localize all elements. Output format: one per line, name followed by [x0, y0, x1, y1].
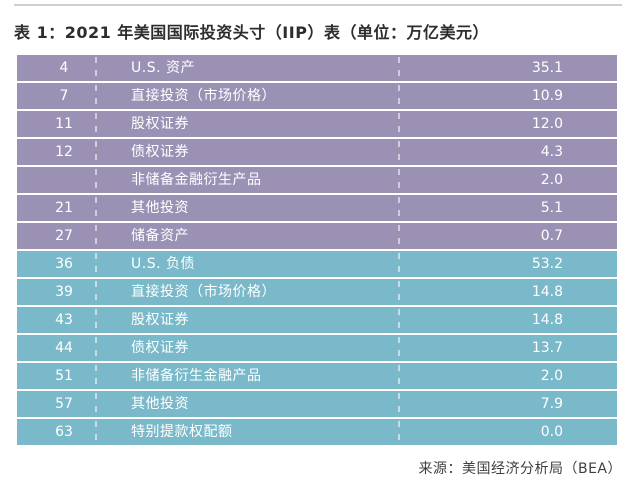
table-row: 12 债权证券 4.3 — [17, 139, 617, 165]
iip-table: 4 U.S. 资产 35.1 7 直接投资（市场价格） 10.9 11 股权证券… — [17, 55, 617, 445]
row-line-number: 7 — [59, 88, 69, 104]
table-row: 21 其他投资 5.1 — [17, 195, 617, 221]
row-value: 10.9 — [398, 83, 617, 109]
table-row: 63 特别提款权配额 0.0 — [17, 419, 617, 445]
row-item-label: U.S. 负债 — [95, 251, 398, 277]
row-line-number: 51 — [55, 368, 73, 384]
row-item-label: 储备资产 — [95, 223, 398, 249]
row-value: 14.8 — [398, 279, 617, 305]
row-line-number: 43 — [55, 312, 73, 328]
table-title: 表 1：2021 年美国国际投资头寸（IIP）表（单位：万亿美元） — [14, 23, 489, 42]
row-line-number — [17, 167, 95, 193]
row-item-label: 股权证券 — [95, 307, 398, 333]
table-row: 43 股权证券 14.8 — [17, 307, 617, 333]
row-line-number: 39 — [55, 284, 73, 300]
table-row: 7 直接投资（市场价格） 10.9 — [17, 83, 617, 109]
source-note: 来源：美国经济分析局（BEA） — [418, 461, 622, 477]
row-line-number: 21 — [55, 200, 73, 216]
row-line-number: 57 — [55, 396, 73, 412]
row-value: 12.0 — [398, 111, 617, 137]
table-row: 51 非储备衍生金融产品 2.0 — [17, 363, 617, 389]
row-line-number: 36 — [55, 256, 73, 272]
table-row: 39 直接投资（市场价格） 14.8 — [17, 279, 617, 305]
row-value: 4.3 — [398, 139, 617, 165]
row-value: 7.9 — [398, 391, 617, 417]
row-value: 14.8 — [398, 307, 617, 333]
row-value: 53.2 — [398, 251, 617, 277]
row-value: 0.7 — [398, 223, 617, 249]
row-item-label: 债权证券 — [95, 335, 398, 361]
table-row: 27 储备资产 0.7 — [17, 223, 617, 249]
row-value: 0.0 — [398, 419, 617, 445]
table-row: 57 其他投资 7.9 — [17, 391, 617, 417]
row-item-label: 股权证券 — [95, 111, 398, 137]
row-item-label: U.S. 资产 — [95, 55, 398, 81]
table-row: 44 债权证券 13.7 — [17, 335, 617, 361]
row-value: 2.0 — [398, 167, 617, 193]
row-item-label: 债权证券 — [95, 139, 398, 165]
row-line-number: 11 — [55, 116, 73, 132]
row-value: 2.0 — [398, 363, 617, 389]
row-item-label: 其他投资 — [95, 391, 398, 417]
row-item-label: 非储备金融衍生产品 — [95, 167, 398, 193]
row-item-label: 直接投资（市场价格） — [95, 83, 398, 109]
row-line-number: 44 — [55, 340, 73, 356]
row-value: 13.7 — [398, 335, 617, 361]
row-item-label: 直接投资（市场价格） — [95, 279, 398, 305]
table-row: 4 U.S. 资产 35.1 — [17, 55, 617, 81]
table-row: 36 U.S. 负债 53.2 — [17, 251, 617, 277]
row-item-label: 特别提款权配额 — [95, 419, 398, 445]
row-line-number: 12 — [55, 144, 73, 160]
table-row: 非储备金融衍生产品 2.0 — [17, 167, 617, 193]
row-item-label: 非储备衍生金融产品 — [95, 363, 398, 389]
row-line-number: 27 — [55, 228, 73, 244]
row-value: 35.1 — [398, 55, 617, 81]
top-divider — [14, 4, 622, 6]
table-row: 11 股权证券 12.0 — [17, 111, 617, 137]
row-line-number: 63 — [55, 424, 73, 440]
row-value: 5.1 — [398, 195, 617, 221]
row-line-number: 4 — [59, 60, 69, 76]
row-item-label: 其他投资 — [95, 195, 398, 221]
